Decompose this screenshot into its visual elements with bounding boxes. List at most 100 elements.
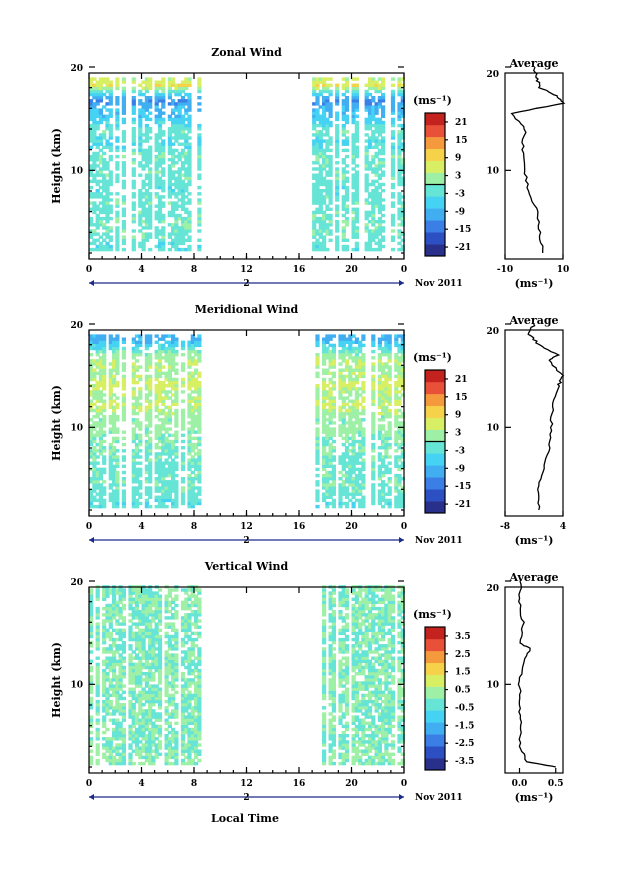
heatmap-cell [361,483,366,487]
heatmap-cell [328,189,333,193]
heatmap-cell [144,384,149,388]
heatmap-cell [121,198,126,202]
heatmap-cell [151,699,156,704]
heatmap-cell [354,216,359,221]
heatmap-cell [325,232,330,236]
heatmap-cell [180,148,186,153]
heatmap-cell [318,123,323,128]
heatmap-cell [397,108,402,112]
heatmap-cell [318,198,323,202]
heatmap-cell [338,368,343,372]
heatmap-cell [118,616,123,620]
colorbar-segment [425,477,445,490]
heatmap-cell [377,362,382,366]
heatmap-cell [108,374,113,379]
heatmap-cell [141,678,146,682]
heatmap-cell [157,740,163,744]
heatmap-cell [89,492,94,496]
heatmap-cell [351,232,356,236]
heatmap-cell [381,136,386,140]
heatmap-cell [371,492,376,496]
heatmap-cell [157,675,163,679]
heatmap-cell [95,644,100,648]
heatmap-cell [351,148,356,153]
heatmap-cell [138,662,143,667]
heatmap-cell [164,452,169,456]
heatmap-cell [118,675,123,679]
heatmap-cell [138,668,143,673]
heatmap-cell [397,182,402,187]
heatmap-cell [328,170,333,174]
heatmap-cell [361,504,366,509]
heatmap-cell [89,86,94,91]
heatmap-cell [328,108,333,112]
heatmap-cell [95,483,100,487]
heatmap-cell [95,684,100,688]
heatmap-cell [98,492,103,496]
heatmap-cell [131,195,136,199]
heatmap-cell [197,198,202,202]
heatmap-cell [180,89,186,94]
heatmap-cell [315,337,320,341]
heatmap-cell [390,167,396,171]
heatmap-cell [371,167,376,171]
heatmap-cell [387,498,392,503]
heatmap-cell [164,473,169,478]
heatmap-cell [371,377,376,382]
heatmap-cell [328,442,333,447]
heatmap-cell [197,247,202,252]
heatmap-cell [131,430,136,434]
heatmap-cell [400,77,405,81]
heatmap-cell [144,213,149,218]
heatmap-cell [394,504,399,509]
heatmap-cell [354,402,359,406]
heatmap-cell [394,439,399,444]
heatmap-cell [354,411,359,416]
heatmap-cell [121,179,126,184]
heatmap-cell [197,80,202,84]
heatmap-cell [144,746,149,750]
heatmap-cell [341,158,346,162]
heatmap-cell [174,371,179,375]
heatmap-cell [318,223,323,227]
heatmap-cell [164,740,169,744]
heatmap-cell [154,170,159,174]
heatmap-cell [98,77,103,81]
heatmap-cell [138,650,143,654]
heatmap-cell [105,712,110,716]
heatmap-cell [387,467,392,472]
heatmap-cell [98,241,103,246]
heatmap-cell [197,449,202,453]
heatmap-cell [148,452,153,456]
heatmap-cell [148,712,153,716]
heatmap-cell [134,603,140,608]
heatmap-cell [108,226,113,230]
heatmap-cell [161,495,166,499]
heatmap-cell [397,223,402,227]
heatmap-cell [154,746,159,750]
heatmap-cell [167,495,172,499]
heatmap-cell [151,696,156,701]
heatmap-cell [141,653,146,657]
heatmap-cell [138,455,143,459]
colorbar-tick-label: 15 [455,136,468,146]
heatmap-cell [341,421,346,425]
heatmap-cell [190,359,195,363]
heatmap-cell [358,371,363,375]
heatmap-cell [328,464,333,468]
heatmap-cell [322,198,327,202]
heatmap-cell [187,421,192,425]
heatmap-cell [194,343,199,348]
heatmap-cell [157,439,163,444]
heatmap-cell [141,195,146,199]
heatmap-cell [138,195,143,199]
heatmap-cell [371,105,376,109]
heatmap-cell [157,619,163,623]
heatmap-cell [354,480,359,484]
heatmap-cell [348,393,353,397]
heatmap-cell [115,461,120,465]
heatmap-cell [128,644,133,648]
heatmap-cell [180,489,186,493]
heatmap-cell [354,492,359,496]
heatmap-cell [348,464,353,468]
